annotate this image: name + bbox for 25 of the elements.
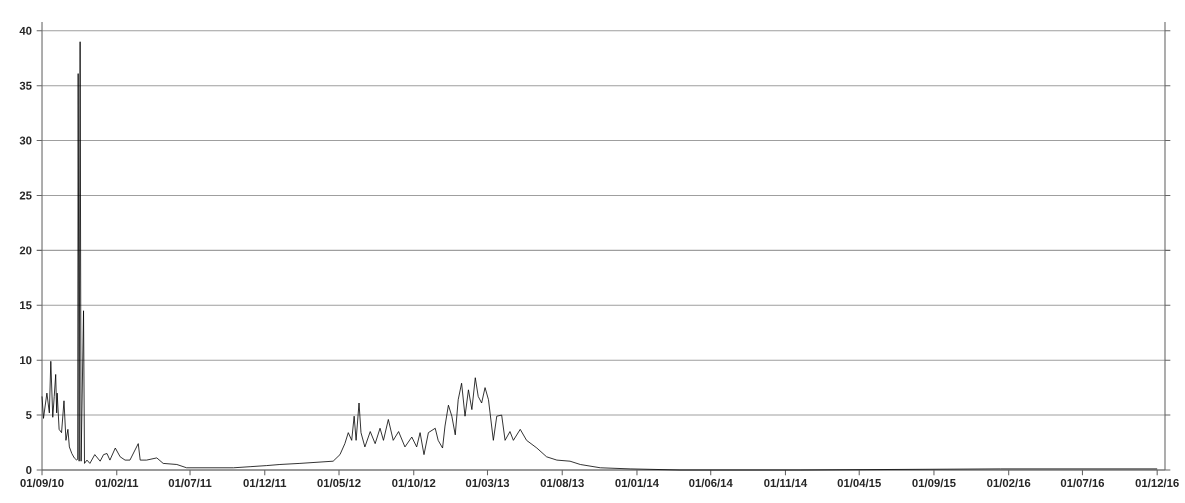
y-tick-label: 15 [20, 301, 32, 310]
x-tick-label: 01/03/13 [465, 478, 510, 488]
x-tick-label: 01/02/16 [987, 478, 1031, 488]
x-tick-label: 01/07/11 [168, 478, 212, 488]
x-tick-label: 01/09/15 [912, 478, 956, 488]
x-tick-label: 01/02/11 [95, 478, 139, 488]
y-tick-label: 0 [26, 465, 32, 474]
x-tick-label: 01/07/16 [1060, 478, 1105, 488]
y-tick-label: 40 [19, 26, 32, 35]
x-tick-label: 01/10/12 [392, 478, 436, 488]
x-tick-label: 01/09/10 [20, 478, 64, 488]
x-tick-label: 01/01/14 [615, 478, 659, 488]
x-tick-label: 01/12/11 [243, 478, 287, 488]
y-tick-label: 5 [26, 411, 32, 420]
x-tick-label: 01/11/14 [764, 478, 808, 488]
x-tick-label: 01/08/13 [540, 478, 584, 488]
y-tick-label: 10 [20, 356, 32, 365]
x-tick-label: 01/05/12 [317, 478, 361, 488]
x-tick-label: 01/06/14 [689, 478, 733, 488]
y-tick-label: 20 [19, 246, 32, 255]
x-tick-label: 01/12/16 [1135, 478, 1179, 488]
y-tick-label: 25 [19, 191, 32, 200]
y-tick-label: 35 [19, 81, 32, 90]
y-tick-label: 30 [19, 136, 32, 145]
x-tick-label: 01/04/15 [837, 478, 881, 488]
